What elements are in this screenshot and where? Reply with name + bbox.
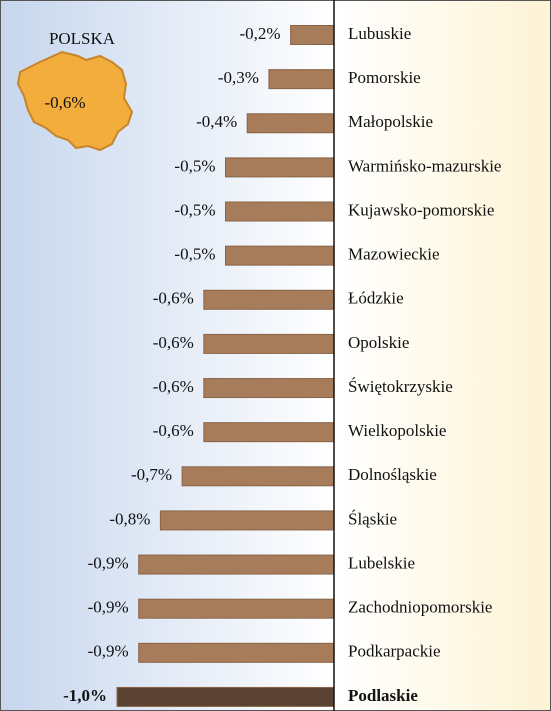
category-label: Mazowieckie	[348, 245, 440, 264]
category-label: Wielkopolskie	[348, 421, 446, 440]
category-label: Łódzkie	[348, 289, 404, 308]
category-label: Opolskie	[348, 333, 409, 352]
bar	[246, 113, 335, 134]
bar	[290, 25, 335, 45]
category-label: Pomorskie	[348, 68, 421, 87]
category-label: Lubelskie	[348, 553, 415, 572]
bar	[203, 378, 335, 399]
bar	[225, 201, 335, 222]
value-label: -0,6%	[153, 333, 194, 352]
right-background	[334, 0, 551, 711]
value-label: -0,4%	[196, 112, 237, 131]
value-label: -0,9%	[88, 642, 129, 661]
poland-map	[16, 50, 134, 152]
category-label: Podkarpackie	[348, 642, 441, 661]
value-label: -0,6%	[153, 377, 194, 396]
value-label: -0,5%	[174, 200, 215, 219]
category-label: Zachodniopomorskie	[348, 598, 492, 617]
bar	[203, 422, 335, 443]
bar	[268, 69, 335, 90]
bar	[116, 686, 335, 707]
value-label: -0,6%	[153, 421, 194, 440]
category-label: Dolnośląskie	[348, 465, 437, 484]
country-value: -0,6%	[44, 93, 85, 112]
category-label: Kujawsko-pomorskie	[348, 200, 494, 219]
value-label: -0,6%	[153, 289, 194, 308]
category-label: Małopolskie	[348, 112, 433, 131]
bar	[225, 157, 335, 178]
category-label: Świętokrzyskie	[348, 377, 453, 396]
value-label: -0,8%	[109, 509, 150, 528]
bar	[181, 466, 335, 487]
bar	[138, 554, 335, 575]
country-label: POLSKA	[49, 29, 116, 48]
value-label: -0,3%	[218, 68, 259, 87]
value-label: -0,9%	[88, 598, 129, 617]
value-label: -0,7%	[131, 465, 172, 484]
bar	[159, 510, 335, 531]
value-label: -0,5%	[174, 156, 215, 175]
bar	[225, 245, 335, 266]
bar	[138, 642, 335, 663]
category-label: Śląskie	[348, 509, 397, 528]
bar	[203, 333, 335, 354]
value-label: -1,0%	[63, 686, 107, 705]
bar	[203, 289, 335, 310]
value-label: -0,5%	[174, 245, 215, 264]
category-label: Warmińsko-mazurskie	[348, 156, 501, 175]
category-label: Podlaskie	[348, 686, 418, 705]
value-label: -0,2%	[240, 24, 281, 43]
category-label: Lubuskie	[348, 24, 411, 43]
value-label: -0,9%	[88, 553, 129, 572]
bar	[138, 598, 335, 619]
